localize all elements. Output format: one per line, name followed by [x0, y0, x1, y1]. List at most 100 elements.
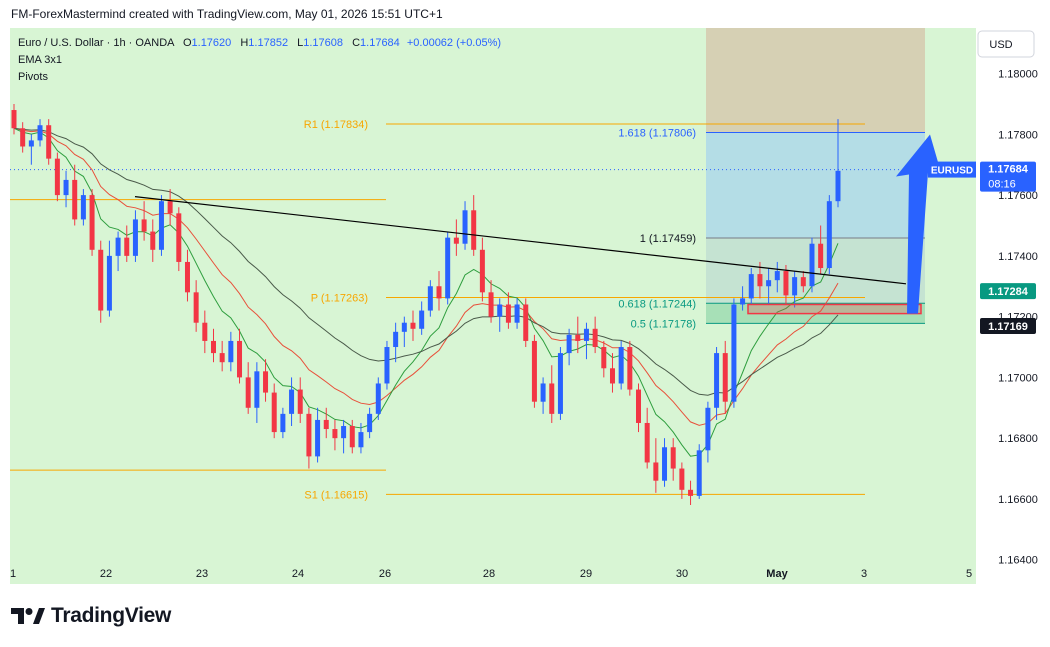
x-tick-label: 28 — [483, 568, 495, 580]
candle-body — [662, 447, 668, 481]
legend-pivots[interactable]: Pivots — [18, 71, 48, 83]
candle-body — [636, 389, 642, 423]
current-price-value: 1.17684 — [988, 164, 1029, 176]
pivot-label: S1 (1.16615) — [304, 489, 368, 501]
legend-high: 1.17852 — [248, 37, 288, 49]
y-tick-label: 1.17000 — [998, 372, 1038, 384]
candle-body — [453, 237, 459, 244]
candle-body — [297, 389, 303, 414]
legend-close-label: C — [352, 37, 360, 49]
symbol-price-label: EURUSD — [928, 161, 976, 178]
candle-body — [748, 274, 754, 299]
candle-body — [679, 468, 685, 490]
candle-body — [98, 249, 104, 311]
candle-body — [505, 304, 511, 323]
price-axis[interactable] — [976, 28, 1040, 584]
candle-body — [237, 340, 243, 378]
candle-body — [176, 213, 182, 262]
candle-body — [89, 195, 95, 250]
position-zones — [706, 28, 925, 324]
candle-body — [722, 353, 728, 402]
green-price-tag: 1.17284 — [980, 283, 1036, 300]
candle-body — [37, 125, 43, 141]
candle-body — [271, 392, 277, 433]
candle-body — [245, 377, 251, 408]
candle-body — [566, 334, 572, 354]
candle-body — [696, 450, 702, 496]
candle-body — [818, 243, 824, 269]
y-axis-tick-labels: 1.180001.178001.176001.174001.172001.170… — [998, 69, 1038, 567]
candle-body — [436, 286, 442, 299]
candle-body — [124, 237, 130, 256]
candle-body — [445, 237, 451, 299]
bullish-arrow-icon[interactable] — [896, 134, 941, 314]
x-tick-label: 5 — [966, 568, 972, 580]
candle-body — [219, 353, 225, 363]
legend-high-label: H — [240, 37, 248, 49]
candle-body — [315, 419, 321, 457]
candle-body — [28, 140, 34, 147]
legend-ema[interactable]: EMA 3x1 — [18, 54, 62, 66]
candle-body — [158, 201, 164, 250]
support-box[interactable] — [747, 303, 922, 315]
x-tick-label: 29 — [580, 568, 592, 580]
fib-level-label: 0.5 (1.17178) — [631, 318, 696, 330]
y-tick-label: 1.17600 — [998, 190, 1038, 202]
candle-body — [427, 286, 433, 311]
candle-body — [514, 304, 520, 323]
candle-body — [549, 383, 555, 414]
currency-button[interactable] — [977, 30, 1035, 58]
candle-body — [809, 243, 815, 287]
y-tick-label: 1.16400 — [998, 555, 1038, 567]
candle-body — [132, 219, 138, 256]
candle-body — [167, 201, 173, 214]
x-tick-label: 26 — [379, 568, 391, 580]
candle-body — [497, 304, 503, 317]
ma-gray-line — [13, 127, 839, 396]
candle-body — [766, 280, 772, 287]
x-tick-label: 23 — [196, 568, 208, 580]
candle-body — [367, 413, 373, 433]
candle-body — [141, 219, 147, 232]
candle-body — [410, 322, 416, 329]
candle-body — [714, 353, 720, 408]
y-tick-label: 1.16600 — [998, 494, 1038, 506]
candlestick-series — [11, 103, 841, 506]
candle-body — [575, 334, 581, 341]
candle-body — [384, 347, 390, 384]
legend-low: 1.17608 — [303, 37, 343, 49]
candle-body — [523, 304, 529, 341]
candle-body — [653, 462, 659, 481]
candle-body — [332, 429, 338, 439]
tradingview-logo[interactable]: TradingView — [11, 604, 171, 628]
candle-body — [306, 413, 312, 457]
candle-body — [280, 413, 286, 433]
candle-body — [54, 158, 60, 196]
candle-body — [393, 331, 399, 348]
candle-body — [419, 310, 425, 329]
candle-body — [601, 347, 607, 369]
x-tick-label: 3 — [861, 568, 867, 580]
trendline[interactable] — [134, 196, 907, 285]
pivot-label: P (1.17263) — [311, 292, 368, 304]
candle-body — [210, 340, 216, 354]
candle-body — [644, 422, 650, 463]
target-zone — [706, 28, 925, 133]
legend-open: 1.17620 — [192, 37, 232, 49]
candle-body — [792, 277, 798, 296]
fib-level-label: 1.618 (1.17806) — [618, 128, 696, 140]
candle-body — [228, 340, 234, 363]
candle-body — [774, 271, 780, 281]
candle-body — [471, 210, 477, 250]
candle-body — [731, 304, 737, 402]
legend-symbol: Euro / U.S. Dollar · 1h · OANDA — [18, 37, 175, 49]
candle-body — [358, 432, 364, 448]
x-tick-label: 22 — [100, 568, 112, 580]
candle-body — [826, 201, 832, 269]
legend-change: +0.00062 (+0.05%) — [407, 37, 501, 49]
chart-credit: FM-ForexMastermind created with TradingV… — [11, 7, 443, 21]
candle-body — [592, 328, 598, 348]
y-tick-label: 1.18000 — [998, 69, 1038, 81]
black-price-tag: 1.17169 — [980, 318, 1036, 335]
